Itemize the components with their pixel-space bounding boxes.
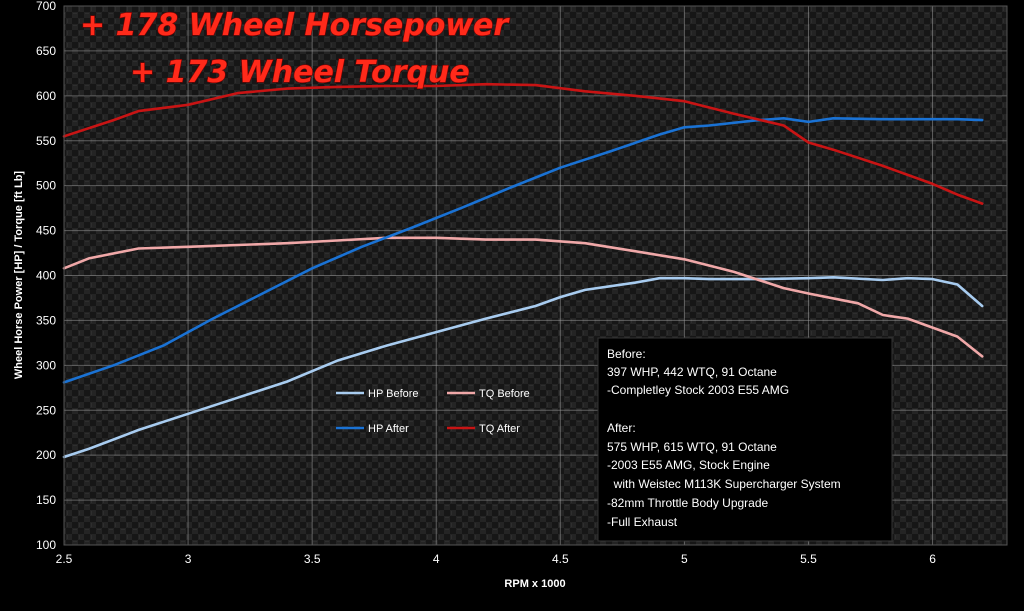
y-tick-label: 600: [36, 89, 56, 103]
x-tick-label: 6: [929, 552, 936, 566]
y-tick-label: 300: [36, 358, 56, 372]
x-tick-label: 5.5: [800, 552, 817, 566]
legend: HP Before TQ Before HP After TQ After: [336, 388, 530, 435]
note-before-line: 397 WHP, 442 WTQ, 91 Octane: [607, 365, 777, 379]
note-after-line: -2003 E55 AMG, Stock Engine: [607, 458, 770, 472]
plot-frame: [63, 5, 1008, 546]
headline-horsepower: + 178 Wheel Horsepower: [80, 8, 510, 43]
legend-label: HP After: [368, 423, 409, 435]
y-tick-label: 250: [36, 403, 56, 417]
y-tick-label: 450: [36, 224, 56, 238]
y-tick-label: 550: [36, 134, 56, 148]
y-tick-label: 400: [36, 269, 56, 283]
legend-label: TQ Before: [479, 388, 530, 400]
legend-label: HP Before: [368, 388, 419, 400]
series-line-hp-after: [62, 117, 984, 384]
series-line-hp-before: [62, 276, 984, 459]
x-tick-label: 4.5: [552, 552, 569, 566]
note-after-line: 575 WHP, 615 WTQ, 91 Octane: [607, 440, 777, 454]
x-tick-label: 5: [681, 552, 688, 566]
headline-torque: + 173 Wheel Torque: [130, 55, 470, 90]
series-lines: [62, 82, 984, 459]
note-after-title: After:: [607, 421, 636, 435]
y-tick-label: 650: [36, 44, 56, 58]
x-axis-label: RPM x 1000: [504, 578, 565, 590]
y-tick-label: 350: [36, 313, 56, 327]
series-line-tq-before: [62, 236, 984, 358]
y-tick-label: 150: [36, 493, 56, 507]
y-axis-label: Wheel Horse Power [HP] / Torque [ft Lb]: [13, 171, 25, 380]
y-tick-label: 200: [36, 448, 56, 462]
x-tick-label: 3: [185, 552, 192, 566]
notes-box: Before: 397 WHP, 442 WTQ, 91 Octane -Com…: [597, 337, 893, 542]
legend-label: TQ After: [479, 423, 520, 435]
x-tick-label: 3.5: [304, 552, 321, 566]
y-tick-label: 500: [36, 179, 56, 193]
note-after-line: -Full Exhaust: [607, 515, 678, 529]
note-after-line: -82mm Throttle Body Upgrade: [607, 496, 769, 510]
y-tick-label: 100: [36, 538, 56, 552]
x-tick-label: 4: [433, 552, 440, 566]
y-tick-label: 700: [36, 0, 56, 13]
note-after-line: with Weistec M113K Supercharger System: [607, 477, 841, 491]
note-before-title: Before:: [607, 347, 646, 361]
series-line-tq-after: [62, 82, 984, 205]
x-tick-label: 2.5: [56, 552, 73, 566]
ticks: 100 150 200 250 300 350 400 450 500 550 600 650 700 2…: [36, 0, 936, 566]
note-before-line: -Completley Stock 2003 E55 AMG: [607, 383, 789, 397]
